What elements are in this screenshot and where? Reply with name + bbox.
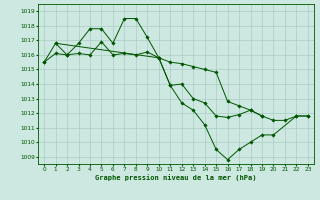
X-axis label: Graphe pression niveau de la mer (hPa): Graphe pression niveau de la mer (hPa) [95,174,257,181]
